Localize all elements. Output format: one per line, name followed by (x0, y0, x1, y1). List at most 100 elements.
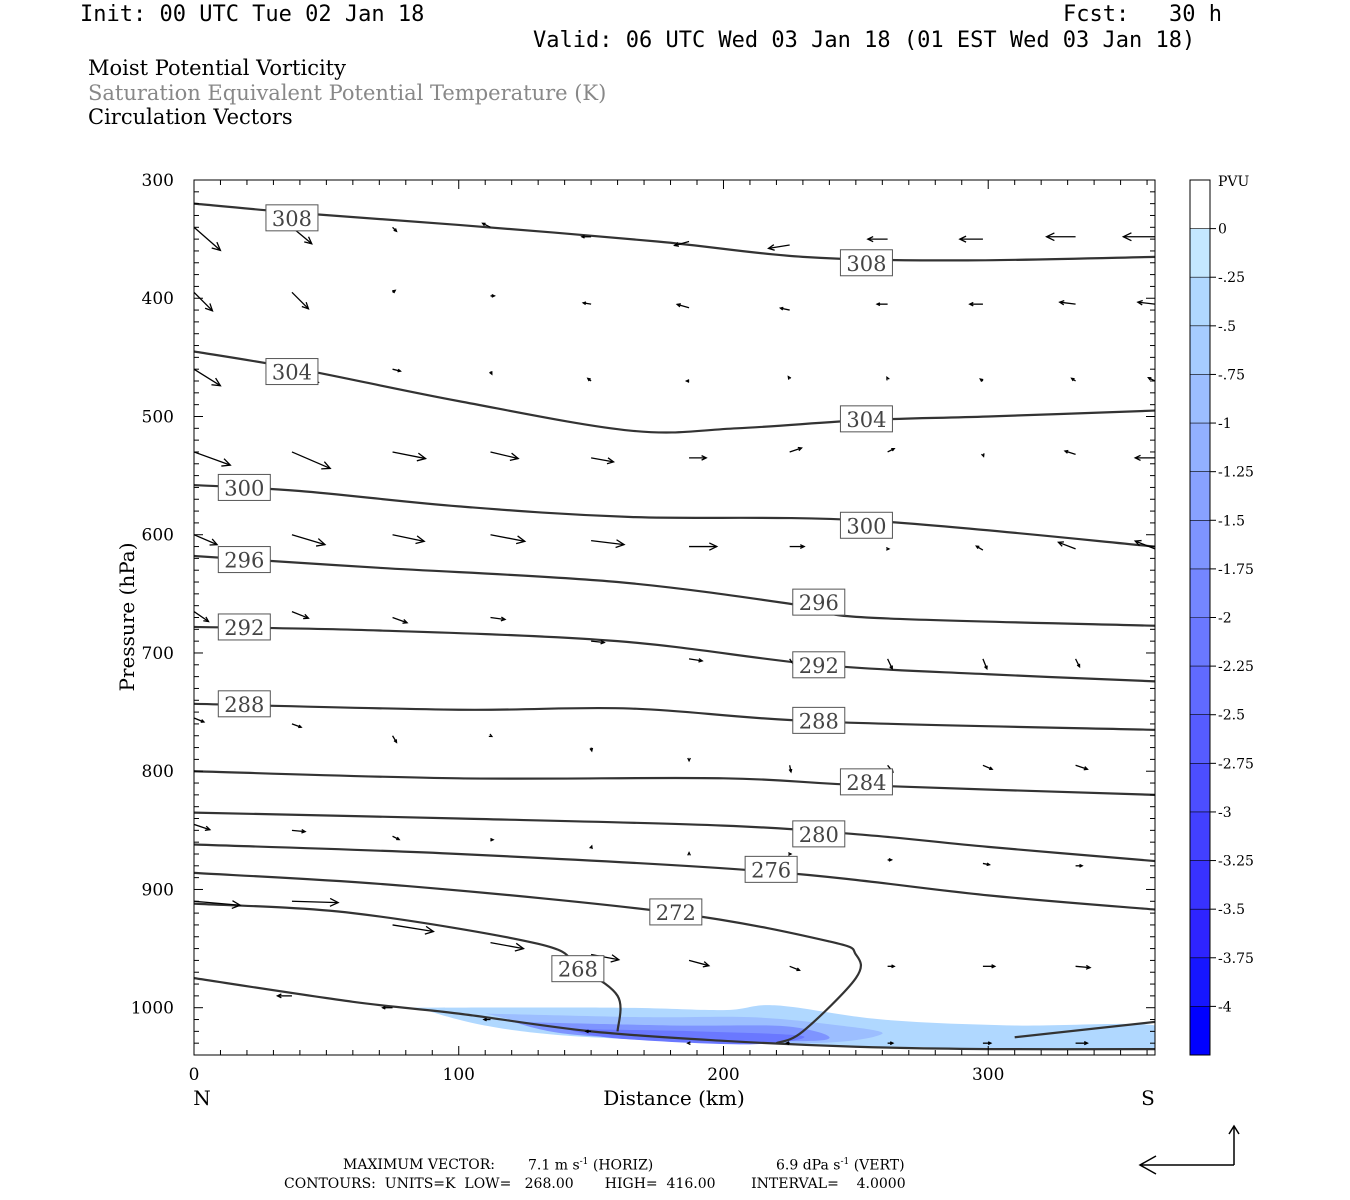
y-tick-label-800: 800 (142, 762, 174, 782)
vector-24 (392, 368, 402, 373)
x-tick-label-300: 300 (972, 1065, 1004, 1085)
vector-92 (887, 964, 896, 969)
vector-10 (1121, 232, 1155, 242)
x-tick-label-0: 0 (189, 1065, 200, 1085)
vector-94 (1075, 964, 1092, 970)
contour-line-292 (194, 625, 1155, 683)
contour-label-box-308-0 (265, 204, 319, 232)
vector-70 (687, 757, 691, 763)
contour-label-box-308-1 (839, 249, 893, 277)
vector-13 (392, 289, 397, 294)
vector-76 (291, 829, 307, 834)
contour-label-300-1: 300 (846, 514, 886, 538)
legend-theta-es: Saturation Equivalent Potential Temperat… (88, 81, 607, 105)
vector-22 (194, 368, 222, 387)
vector-90 (688, 959, 711, 968)
colorbar-label-9: -2.25 (1218, 659, 1254, 675)
contour-label-box-304-0 (265, 358, 319, 386)
colorbar-label-6: -1.5 (1218, 513, 1245, 529)
vector-66 (291, 723, 303, 729)
contour-label-308-1: 308 (846, 252, 886, 276)
contour-line-284 (194, 770, 1155, 796)
colorbar-swatch-6 (1190, 471, 1210, 521)
vector-96 (275, 993, 292, 999)
contour-label-300-0: 300 (224, 476, 264, 500)
contour-label-box-288-0 (217, 690, 271, 718)
vector-0 (194, 226, 222, 252)
contour-line-276 (194, 843, 1155, 911)
vector-58 (490, 616, 507, 622)
vector-98 (482, 1017, 491, 1022)
contour-label-box-296-1 (792, 588, 846, 616)
vector-62 (887, 658, 893, 671)
vector-60 (688, 658, 704, 663)
colorbar-label-4: -1 (1218, 416, 1232, 432)
vector-59 (591, 639, 606, 645)
vector-102 (887, 1041, 895, 1046)
x-axis-title: Distance (km) (603, 1086, 745, 1110)
vector-41 (981, 453, 985, 458)
pv-shade-3 (564, 1028, 805, 1045)
y-tick-label-1000: 1000 (131, 999, 174, 1019)
vector-86 (291, 897, 340, 907)
contour-label-box-276-0 (744, 855, 798, 883)
vector-104 (1075, 1041, 1089, 1046)
contour-label-box-300-0 (217, 473, 271, 501)
contour-line-sfc12 (1014, 1020, 1155, 1039)
contour-labels: 308 308 304 304 300 300 296 296 292 292 288 288 284 2… (217, 204, 893, 983)
colorbar-swatch-16 (1190, 957, 1210, 1007)
vector-12 (291, 291, 310, 310)
colorbar-label-15: -3.75 (1218, 951, 1254, 967)
vector-7 (866, 235, 888, 243)
vector-45 (291, 534, 327, 547)
vector-77 (392, 835, 401, 841)
vector-83 (982, 862, 991, 867)
colorbar-swatch-11 (1190, 714, 1210, 764)
max-vector-vert: 6.9 dPa s-1 (VERT) (776, 1157, 905, 1174)
vector-44 (194, 534, 219, 546)
contour-line-288 (194, 702, 1155, 731)
contour-label-296-0: 296 (224, 549, 264, 573)
vector-16 (675, 303, 690, 309)
vector-73 (982, 764, 994, 771)
vector-9 (1045, 232, 1076, 242)
vector-99 (584, 1029, 592, 1034)
vector-68 (488, 733, 494, 738)
valid-time: Valid: 06 UTC Wed 03 Jan 18 (01 EST Wed … (533, 28, 1196, 53)
vector-64 (1074, 658, 1081, 669)
contour-line-300 (194, 483, 1155, 548)
vector-4 (580, 234, 592, 239)
colorbar: PVU 0 -.25 -.5 -.75 -1 -1.25 -1.5 -1.75 -2 -2.25 -2… (1189, 174, 1254, 1056)
vector-103 (982, 1041, 993, 1046)
vector-29 (886, 375, 890, 381)
colorbar-label-5: -1.25 (1218, 465, 1254, 481)
contour-label-280-0: 280 (799, 823, 839, 847)
colorbar-swatch-17 (1190, 1006, 1210, 1056)
contour-label-268-0: 268 (558, 958, 598, 982)
vector-48 (591, 539, 626, 549)
vector-18 (875, 302, 888, 307)
contour-line-sfc11 (194, 977, 1155, 1051)
colorbar-swatch-12 (1190, 763, 1210, 813)
vector-49 (689, 542, 719, 551)
vector-31 (1070, 377, 1076, 382)
contour-label-box-292-0 (217, 613, 271, 641)
contour-label-box-292-1 (792, 651, 846, 679)
vector-30 (979, 378, 984, 382)
south-label: S (1141, 1086, 1155, 1110)
vector-88 (490, 942, 525, 952)
vector-2 (392, 226, 398, 233)
vector-3 (481, 222, 491, 228)
vector-63 (982, 658, 988, 671)
vector-27 (684, 379, 690, 383)
reference-vector (1138, 1124, 1240, 1175)
vector-82 (887, 858, 894, 862)
vector-32 (1147, 377, 1155, 382)
colorbar-swatch-2 (1190, 277, 1210, 327)
contour-label-box-272-0 (649, 898, 703, 926)
vector-21 (1136, 299, 1155, 306)
vector-15 (581, 301, 592, 306)
colorbar-swatch-3 (1190, 325, 1210, 375)
legend-vectors: Circulation Vectors (88, 105, 293, 129)
y-tick-label-900: 900 (142, 880, 174, 900)
